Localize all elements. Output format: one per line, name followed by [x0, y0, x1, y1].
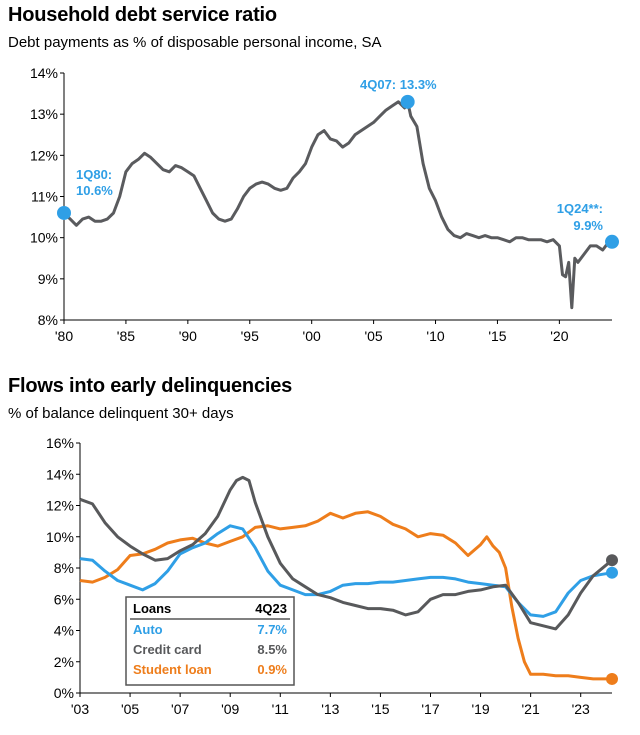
marker-4q07 [400, 94, 415, 109]
x-tick-label: '00 [303, 328, 321, 344]
chart1-subtitle: Debt payments as % of disposable persona… [8, 34, 382, 51]
x-tick-label: '19 [471, 701, 489, 717]
x-tick-label: '07 [171, 701, 189, 717]
x-tick-label: '05 [364, 328, 382, 344]
y-tick-label: 12% [30, 147, 58, 163]
legend-auto-name: Auto [133, 622, 163, 637]
y-tick-label: 10% [46, 529, 74, 545]
dsr-series-line [62, 100, 612, 310]
annotation-4q07: 4Q07: 13.3% [360, 77, 437, 92]
chart2-title: Flows into early delinquencies [8, 375, 293, 397]
legend-table: Loans 4Q23 Auto 7.7% Credit card 8.5% Student … [125, 596, 295, 686]
debt-service-ratio-chart: 8% 9% 10% 11% 12% 13% 14% '80 '85 '90 '95 '00 '05 '10… [30, 65, 619, 344]
y-tick-label: 6% [54, 591, 74, 607]
credit-card-end-marker [606, 554, 618, 567]
annotation-1q80-value: 10.6% [76, 183, 113, 198]
y-tick-label: 11% [31, 189, 58, 205]
annotation-1q80-label: 1Q80: [76, 167, 112, 182]
y-tick-label: 8% [54, 560, 74, 576]
legend-header-loans: Loans [133, 601, 171, 616]
marker-1q80 [57, 205, 71, 220]
y-tick-label: 14% [46, 466, 74, 482]
credit-card-series-line [79, 475, 613, 631]
legend-credit-card-value: 8.5% [257, 642, 287, 657]
legend-box [125, 596, 295, 686]
annotation-1q24-label: 1Q24**: [557, 201, 603, 216]
legend-auto-value: 7.7% [257, 622, 287, 637]
y-tick-label: 9% [38, 271, 58, 287]
x-tick-label: '13 [321, 701, 339, 717]
x-tick-label: '05 [121, 701, 139, 717]
y-tick-label: 0% [54, 685, 74, 701]
x-tick-label: '15 [488, 328, 506, 344]
student-loan-series-line [79, 510, 612, 681]
y-tick-label: 4% [54, 623, 74, 639]
y-tick-label: 14% [30, 65, 58, 81]
chart2-subtitle: % of balance delinquent 30+ days [8, 405, 234, 422]
x-tick-label: '95 [241, 328, 259, 344]
x-tick-label: '90 [179, 328, 197, 344]
x-tick-label: '15 [371, 701, 389, 717]
legend-credit-card-name: Credit card [133, 642, 202, 657]
y-tick-label: 16% [46, 435, 74, 451]
legend-student-loan-name: Student loan [133, 662, 212, 677]
y-tick-label: 8% [38, 312, 58, 328]
x-tick-label: '10 [426, 328, 444, 344]
chart1-title: Household debt service ratio [8, 4, 277, 26]
x-tick-label: '17 [421, 701, 439, 717]
legend-header-4q23: 4Q23 [255, 601, 287, 616]
x-tick-label: '85 [117, 328, 135, 344]
y-tick-label: 10% [30, 230, 58, 246]
x-tick-label: '23 [572, 701, 590, 717]
x-tick-label: '20 [550, 328, 568, 344]
y-tick-label: 2% [54, 654, 74, 670]
auto-end-marker [606, 566, 618, 579]
x-tick-label: '09 [221, 701, 239, 717]
y-tick-label: 13% [30, 106, 58, 122]
x-tick-label: '03 [71, 701, 89, 717]
x-tick-label: '80 [55, 328, 73, 344]
student-loan-end-marker [606, 672, 618, 685]
y-tick-label: 12% [46, 498, 74, 514]
marker-1q24 [605, 234, 619, 249]
x-tick-label: '21 [522, 701, 540, 717]
annotation-1q24-value: 9.9% [573, 218, 603, 233]
x-tick-label: '11 [272, 701, 289, 717]
legend-student-loan-value: 0.9% [257, 662, 287, 677]
